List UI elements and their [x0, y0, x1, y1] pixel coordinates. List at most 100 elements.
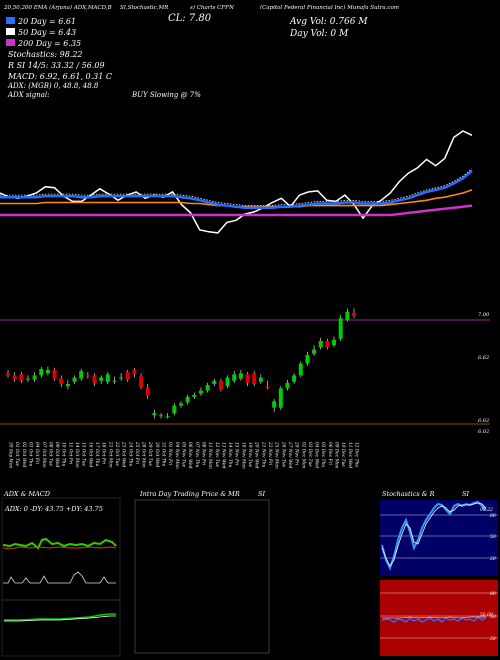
ema20-dotted-line — [0, 168, 473, 206]
adx-panel-values: ADX: 0 -DY: 43.75 +DY: 43.75 — [4, 505, 103, 513]
macd-legend: MACD: 6.92, 6.61, 0.31 C — [8, 72, 113, 81]
candle-body — [212, 380, 217, 384]
x-axis-label: 27 Nov Wed — [287, 441, 292, 469]
ema50-line — [0, 189, 473, 208]
x-axis-label: 08 Oct Tue — [47, 442, 52, 466]
candle-body — [205, 385, 210, 391]
x-axis-label: 05 Dec Thu — [320, 442, 325, 467]
stochastic-d-line — [381, 502, 487, 567]
x-axis-label: 13 Nov Wed — [220, 442, 225, 469]
candle-body — [132, 370, 137, 375]
si-tick-80: 80 — [490, 591, 496, 597]
stoch-value: 98.22 — [480, 507, 493, 513]
candle-body — [245, 374, 250, 383]
candle-body — [79, 371, 84, 379]
candle-body — [19, 374, 24, 381]
price-label-top: 7.00 — [478, 312, 490, 318]
candle-body — [45, 370, 50, 374]
stochastics-panel-title: Stochastics & R — [382, 490, 435, 498]
intraday-panel — [134, 499, 270, 654]
candle-body — [6, 373, 10, 376]
x-axis-label: 23 Oct Wed — [121, 441, 126, 467]
x-axis-label: 25 Nov Mon — [274, 441, 279, 469]
intraday-panel-title-right: SI — [258, 490, 265, 498]
candle-body — [238, 373, 243, 379]
candle-body — [192, 394, 197, 397]
candle-body — [179, 403, 183, 406]
si-tick-20: 20 — [489, 636, 496, 642]
x-axis-label: 06 Dec Fri — [327, 442, 332, 466]
x-axis-label: 08 Nov Fri — [200, 442, 205, 466]
candle-body — [12, 375, 17, 380]
candle-body — [39, 368, 44, 376]
candle-body — [85, 375, 90, 377]
x-axis-label: 11 Oct Fri — [67, 442, 72, 465]
x-axis-label: 02 Dec Mon — [300, 442, 305, 469]
candle-body — [232, 374, 237, 381]
price-close-line — [0, 130, 473, 234]
stochastics-legend: Stochastics: 98.22 — [8, 50, 83, 59]
stoch-tick-20: 20 — [489, 556, 496, 562]
x-axis-label: 01 Oct Tue — [14, 442, 19, 466]
avg-volume-label: Avg Vol: 0.766 M — [290, 17, 368, 27]
x-axis-label: 29 Nov Fri — [294, 441, 299, 466]
x-axis-label: 07 Nov Thu — [194, 442, 199, 468]
x-axis-label: 01 Nov Fri — [167, 442, 172, 466]
candle-body — [278, 388, 283, 408]
x-axis-label: 12 Dec Thu — [354, 442, 359, 467]
ema200-legend: 200 Day = 6.35 — [18, 39, 82, 48]
x-axis-label: 24 Oct Thu — [127, 441, 132, 466]
candle-body — [252, 373, 257, 384]
x-axis-label: 06 Nov Wed — [187, 442, 192, 469]
ema20-legend: 20 Day = 6.61 — [18, 17, 77, 26]
candle-body — [145, 387, 150, 396]
x-axis-label: 04 Dec Wed — [314, 442, 319, 468]
candle-body — [105, 374, 110, 382]
x-axis-label: 02 Oct Wed — [21, 442, 26, 467]
x-axis-label: 16 Oct Wed — [87, 442, 92, 467]
x-axis-label: 12 Nov Tue — [214, 442, 219, 468]
macd-line — [4, 613, 116, 621]
candle-body — [59, 378, 64, 384]
x-axis-label: 18 Oct Fri — [101, 442, 106, 465]
si-legend: R SI 14/5: 33.32 / 56.09 — [8, 61, 105, 70]
si-tick-50: 50 — [490, 614, 496, 620]
candle-body — [345, 311, 350, 320]
adx-line: ADX: (MGB) 0, 48.8, 48.8 — [8, 82, 99, 90]
x-axis-label: 21 Oct Mon — [107, 441, 112, 468]
x-axis-label: 22 Nov Fri — [267, 441, 272, 466]
x-axis-label: 11 Dec Wed — [347, 442, 352, 468]
candle-body — [198, 390, 203, 394]
ema50-swatch — [6, 28, 15, 35]
ema200-line — [0, 204, 473, 217]
candle-body — [318, 340, 323, 348]
x-axis-label: 03 Dec Tue — [307, 442, 312, 467]
price-label-low: 6.02 — [478, 418, 489, 424]
candle-body — [139, 376, 144, 388]
x-axis-label: 14 Oct Mon — [74, 442, 79, 468]
x-axis-label: 22 Oct Tue — [114, 441, 119, 466]
x-axis-label: 04 Oct Fri — [34, 442, 39, 465]
adx-macd-panel — [1, 497, 121, 657]
chart-title: 20,50,200 EMA (Arjuna) ADX,MACD,B — [4, 5, 112, 11]
macd-signal-line — [4, 615, 116, 622]
x-axis-label: 11 Nov Mon — [207, 442, 212, 469]
ema20-line — [0, 169, 473, 209]
candle-body — [352, 312, 356, 317]
candle-body — [99, 377, 104, 381]
si-line — [381, 616, 487, 623]
x-axis-label: 21 Nov Thu — [260, 441, 265, 468]
candles — [6, 308, 356, 419]
ema20-swatch — [6, 17, 15, 24]
adx-panel-title: ADX & MACD — [3, 490, 51, 498]
candle-body — [92, 375, 97, 383]
candle-body — [298, 363, 303, 376]
candle-body — [125, 372, 130, 380]
x-axis-label: 19 Nov Tue — [247, 442, 252, 468]
x-axis-label: 15 Oct Tue — [81, 442, 86, 466]
chart-ticker: s) Charts CFFN — [190, 5, 234, 11]
ema-lines — [0, 130, 473, 234]
stoch-tick-50: 50 — [490, 534, 496, 540]
ema200-swatch — [6, 39, 15, 46]
si-value: 56.09 — [480, 612, 493, 618]
